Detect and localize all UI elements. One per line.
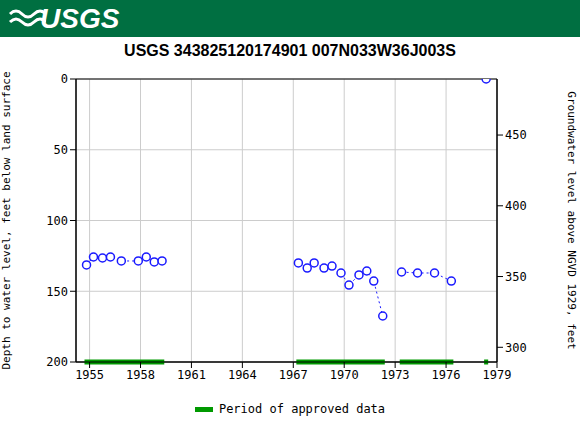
svg-text:0: 0 xyxy=(61,72,68,86)
svg-text:1970: 1970 xyxy=(330,368,359,382)
svg-text:Depth to water level, feet bel: Depth to water level, feet below land su… xyxy=(8,71,13,369)
svg-text:1961: 1961 xyxy=(177,368,206,382)
svg-text:100: 100 xyxy=(46,214,68,228)
svg-text:300: 300 xyxy=(505,341,527,355)
svg-text:1976: 1976 xyxy=(432,368,461,382)
svg-text:1955: 1955 xyxy=(75,368,104,382)
svg-text:1973: 1973 xyxy=(381,368,410,382)
svg-text:150: 150 xyxy=(46,285,68,299)
svg-text:1964: 1964 xyxy=(228,368,257,382)
html-text:USGS: USGS xyxy=(40,3,120,34)
svg-text:1958: 1958 xyxy=(126,368,155,382)
html-text:USGS 343825120174901 007N033W3: USGS 343825120174901 007N033W36J003S xyxy=(124,42,456,59)
svg-text:350: 350 xyxy=(505,270,527,284)
svg-text:Groundwater level above NGVD 1: Groundwater level above NGVD 1929, feet xyxy=(565,91,572,349)
svg-text:400: 400 xyxy=(505,199,527,213)
html-text:Period of approved data: Period of approved data xyxy=(218,402,386,416)
svg-text:450: 450 xyxy=(505,128,527,142)
svg-text:200: 200 xyxy=(46,355,68,369)
svg-text:1967: 1967 xyxy=(279,368,308,382)
svg-text:50: 50 xyxy=(54,143,68,157)
svg-text:1979: 1979 xyxy=(483,368,512,382)
